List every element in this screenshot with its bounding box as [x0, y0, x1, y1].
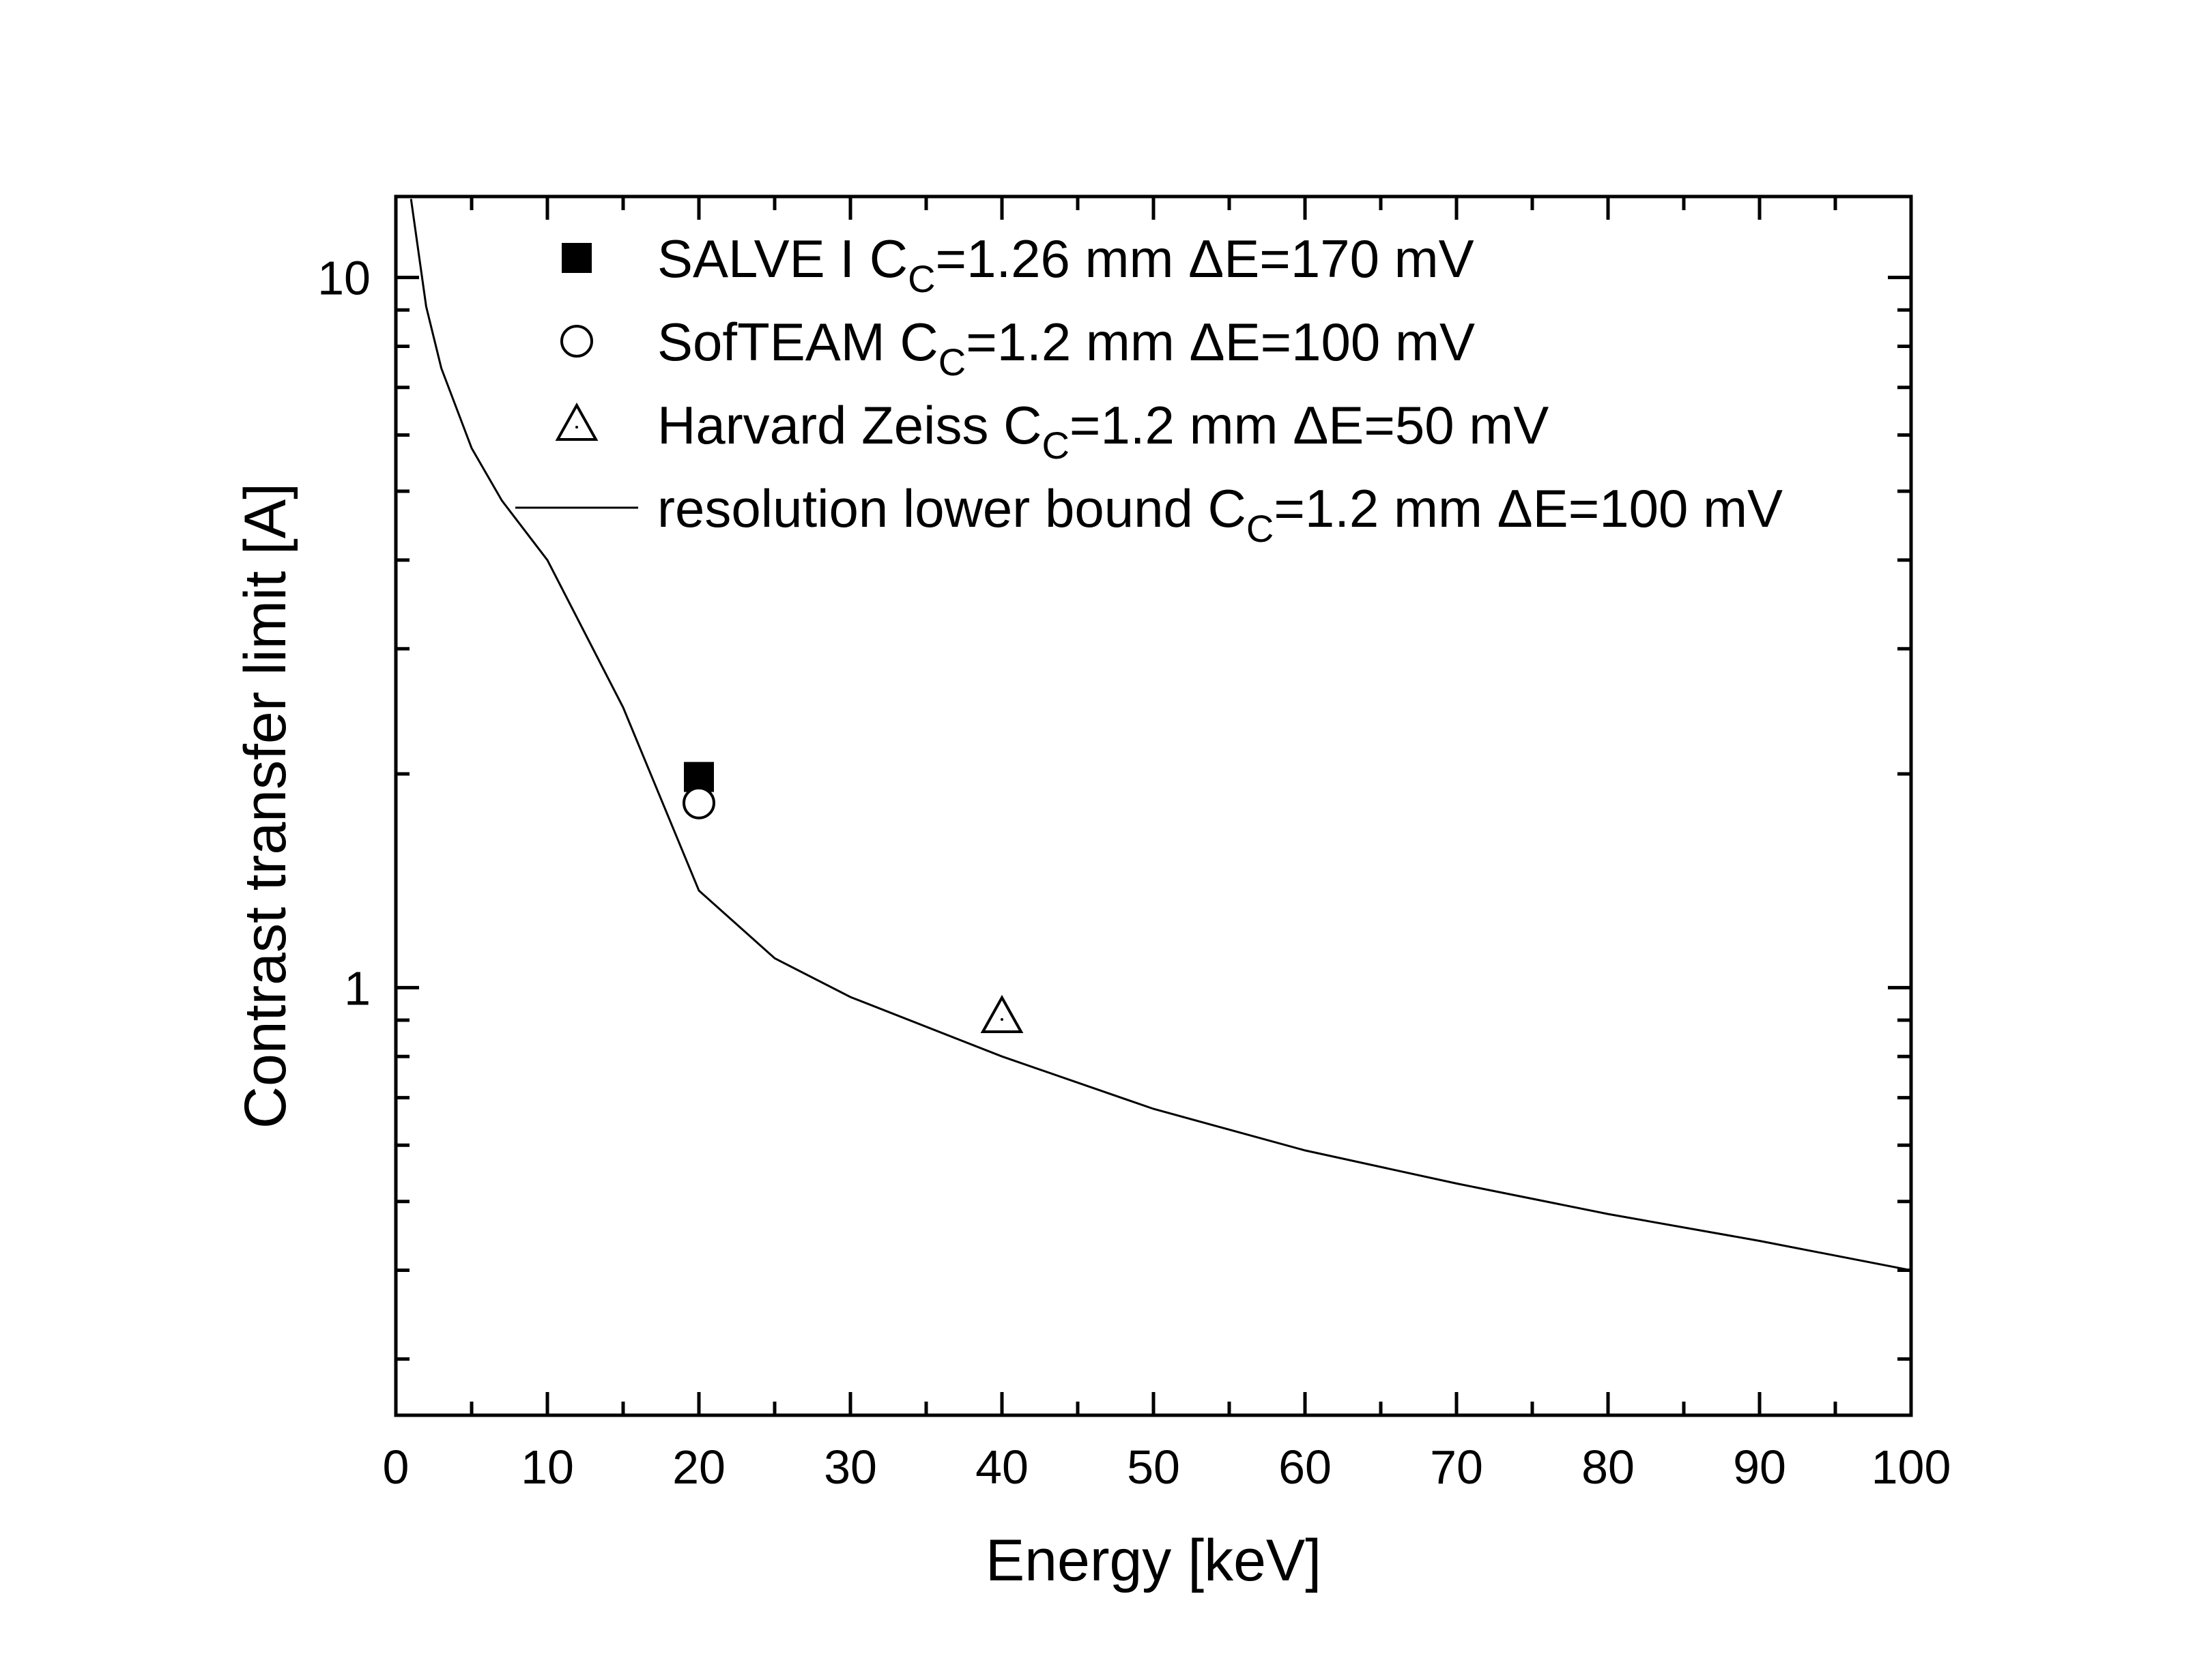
legend-series-name: SofTEAM: [657, 312, 900, 372]
y-axis-title: Contrast transfer limit [A]: [233, 483, 298, 1129]
legend-marker-open-circle: [560, 325, 593, 358]
legend-subscript: C: [1246, 507, 1274, 550]
legend-symbol: C: [1208, 478, 1246, 538]
x-tick-label: 80: [1581, 1440, 1635, 1494]
x-axis-title: Energy [keV]: [986, 1528, 1321, 1593]
legend-entry: SALVE I CC=1.26 mm ΔE=170 mV: [657, 229, 1474, 300]
plot-area: [394, 194, 1913, 1417]
legend-symbol: C: [900, 312, 938, 372]
x-tick-label: 100: [1871, 1440, 1951, 1494]
legend-params: =1.26 mm ΔE=170 mV: [936, 229, 1474, 289]
legend-symbol: C: [1003, 395, 1042, 455]
x-tick-label: 40: [975, 1440, 1029, 1494]
marker-open-triangle-dot: [1001, 1018, 1003, 1022]
x-tick-label: 60: [1278, 1440, 1332, 1494]
x-tick-labels: 0 10 20 30 40 50 60 70 80 90 100: [383, 1440, 1951, 1494]
y-tick-label: 1: [344, 961, 371, 1015]
legend-marker-open-triangle: [555, 402, 599, 441]
legend-subscript: C: [1042, 424, 1069, 467]
plot-frame: [394, 194, 1913, 1417]
marker-open-triangle: [980, 994, 1024, 1034]
legend-marker-filled-square: [562, 243, 592, 273]
legend-entry: SofTEAM CC=1.2 mm ΔE=100 mV: [657, 312, 1475, 383]
y-tick-labels: 1 10: [317, 252, 371, 1015]
x-tick-label: 20: [672, 1440, 726, 1494]
legend-series-name: Harvard Zeiss: [657, 395, 1003, 455]
legend-subscript: C: [938, 341, 966, 383]
x-tick-label: 90: [1733, 1440, 1786, 1494]
data-markers: [683, 762, 1024, 1034]
legend-params: =1.2 mm ΔE=100 mV: [1274, 478, 1783, 538]
x-tick-label: 0: [383, 1440, 410, 1494]
axis-ticks: [394, 197, 1913, 1415]
legend-entry: resolution lower bound CC=1.2 mm ΔE=100 …: [657, 478, 1783, 550]
x-tick-label: 70: [1430, 1440, 1483, 1494]
legend-params: =1.2 mm ΔE=100 mV: [966, 312, 1475, 372]
x-tick-label: 50: [1127, 1440, 1180, 1494]
legend-marker-open-triangle-dot: [575, 426, 578, 429]
x-tick-label: 10: [521, 1440, 574, 1494]
resolution-lower-bound-line: [410, 199, 1912, 1272]
marker-open-circle: [683, 786, 715, 820]
legend-subscript: C: [908, 257, 935, 300]
y-tick-label: 10: [317, 252, 371, 305]
legend-entry: Harvard Zeiss CC=1.2 mm ΔE=50 mV: [657, 395, 1549, 467]
legend-series-name: SALVE I: [657, 229, 870, 289]
x-tick-label: 30: [824, 1440, 877, 1494]
legend-params: =1.2 mm ΔE=50 mV: [1070, 395, 1549, 455]
legend-series-name: resolution lower bound: [657, 478, 1208, 538]
legend-symbol: C: [870, 229, 908, 289]
